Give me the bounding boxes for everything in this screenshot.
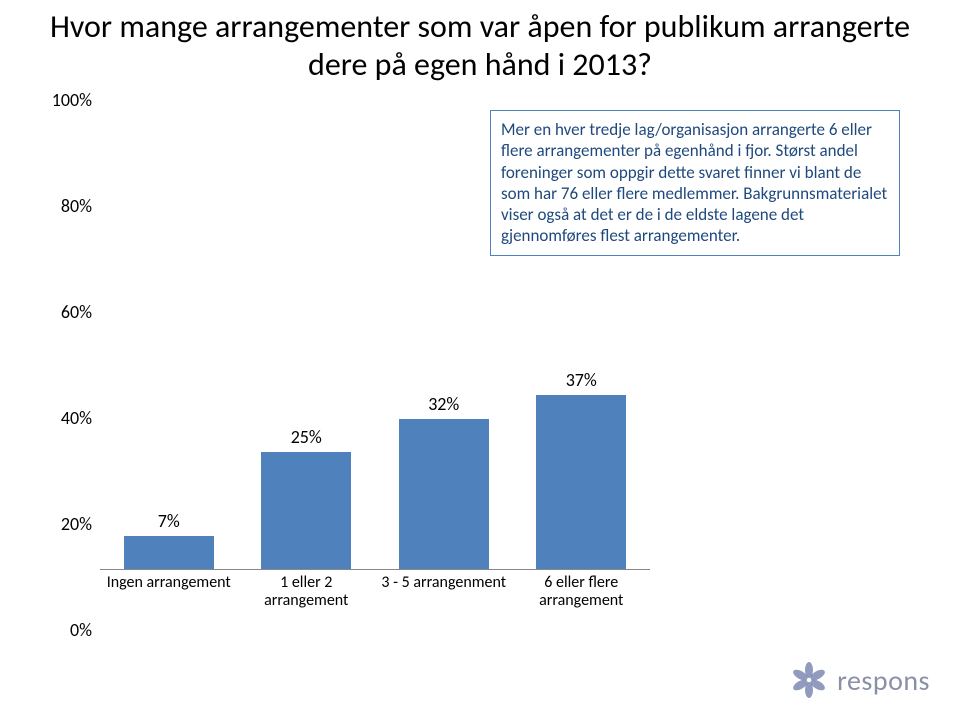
bar: 25% xyxy=(261,452,351,569)
logo-text: respons xyxy=(837,663,930,698)
bar-value-label: 37% xyxy=(536,369,626,391)
bar-value-label: 25% xyxy=(261,426,351,448)
ytick-3: 60% xyxy=(61,301,92,323)
bar: 37% xyxy=(536,395,626,569)
ytick-4: 80% xyxy=(61,195,92,217)
ytick-1: 20% xyxy=(61,513,92,535)
x-label: 1 eller 2 arrangement xyxy=(238,574,376,611)
x-label: 3 - 5 arrangenment xyxy=(375,574,513,592)
x-label: 6 eller flere arrangement xyxy=(513,574,651,611)
y-axis: 0% 20% 40% 60% 80% 100% xyxy=(40,100,100,630)
x-axis-labels: Ingen arrangement1 eller 2 arrangement3 … xyxy=(100,574,650,634)
bar: 32% xyxy=(399,419,489,569)
info-box: Mer en hver tredje lag/organisasjon arra… xyxy=(490,110,900,256)
logo: respons xyxy=(789,660,930,700)
ytick-5: 100% xyxy=(52,89,92,111)
bar-value-label: 7% xyxy=(124,510,214,532)
x-label: Ingen arrangement xyxy=(100,574,238,592)
ytick-2: 40% xyxy=(61,407,92,429)
ytick-0: 0% xyxy=(70,619,92,641)
bar: 7% xyxy=(124,536,214,569)
flower-icon xyxy=(789,660,829,700)
bar-value-label: 32% xyxy=(399,393,489,415)
chart-title: Hvor mange arrangementer som var åpen fo… xyxy=(0,0,960,85)
